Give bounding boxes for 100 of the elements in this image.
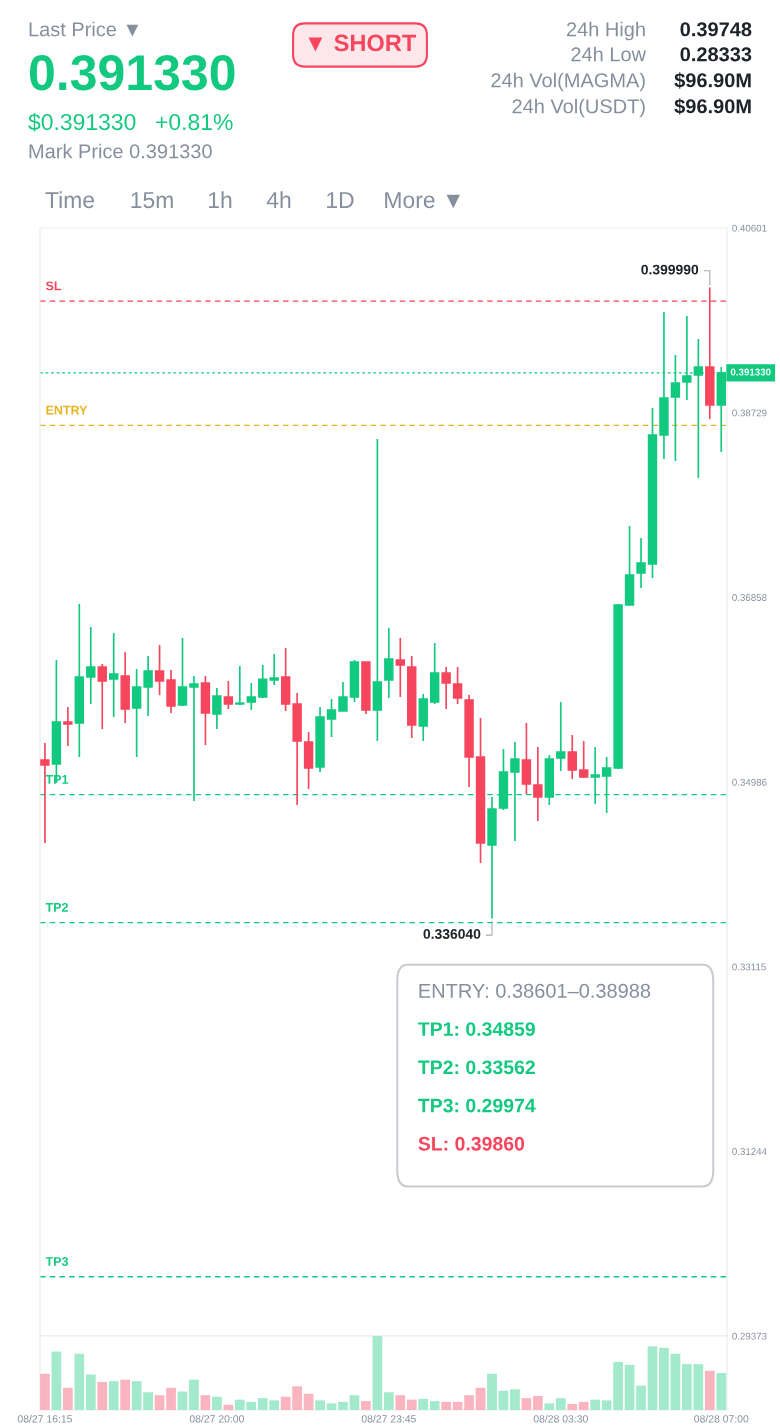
annotation: ENTRY: 0.38601–0.38988 <box>419 983 651 998</box>
bar <box>670 1353 681 1410</box>
bar <box>349 1395 360 1410</box>
text: 24h Vol(MAGMA) <box>491 72 645 92</box>
bar <box>590 1399 601 1410</box>
bar <box>97 1381 108 1410</box>
text: 0.391330 <box>29 55 235 91</box>
bar <box>189 1379 199 1410</box>
text: +0.81% <box>156 113 233 131</box>
bar <box>636 1385 646 1410</box>
annotation: TP1: 0.34859 <box>418 1022 535 1036</box>
ref-line-label: ENTRY <box>46 405 88 415</box>
candlestick <box>223 680 234 710</box>
text: Last Price ▼ <box>29 21 139 37</box>
bar <box>120 1379 131 1410</box>
text: 24h Vol(USDT) <box>512 98 645 118</box>
y-tick-label: 0.33115 <box>732 963 766 971</box>
bar <box>383 1392 394 1410</box>
y-tick-label: 0.38729 <box>732 409 767 417</box>
bar <box>62 1387 73 1410</box>
candlestick <box>533 746 543 822</box>
text: Time <box>45 191 95 209</box>
candlestick <box>636 537 646 589</box>
candlestick <box>556 701 566 772</box>
candlestick <box>338 681 348 712</box>
bar <box>555 1398 566 1410</box>
bar <box>544 1403 555 1410</box>
candlestick <box>235 665 245 706</box>
bar <box>212 1396 222 1410</box>
text: 1D <box>327 192 354 208</box>
candlestick <box>109 632 119 718</box>
bar <box>395 1395 406 1410</box>
bar <box>223 1404 234 1410</box>
text: 24h High <box>566 21 645 41</box>
text: 4h <box>266 191 291 208</box>
candlestick <box>269 653 279 686</box>
bar <box>475 1387 486 1410</box>
text: Mark Price 0.391330 <box>29 143 212 159</box>
text: 15m <box>131 192 173 209</box>
bar <box>154 1395 165 1410</box>
bar <box>487 1373 497 1410</box>
bar <box>567 1404 578 1410</box>
text: 0.28333 <box>680 47 752 62</box>
annotation: TP3: 0.29974 <box>418 1098 536 1113</box>
bar <box>624 1364 635 1410</box>
candlestick <box>131 668 142 758</box>
candlestick <box>63 706 73 747</box>
bar <box>361 1401 371 1410</box>
bar <box>464 1395 474 1410</box>
text: $96.90M <box>674 72 751 89</box>
text: 0.39748 <box>680 22 752 37</box>
bar <box>716 1373 727 1410</box>
y-tick-label: 0.36858 <box>732 594 767 601</box>
bar <box>532 1395 543 1410</box>
y-tick-label: 0.31244 <box>732 1148 767 1155</box>
annotation: 0.336040 <box>423 929 481 939</box>
bar <box>315 1400 325 1410</box>
bar <box>372 1336 383 1410</box>
bar <box>40 1373 50 1410</box>
bar <box>51 1351 62 1410</box>
candlestick <box>372 438 383 742</box>
candlestick <box>143 655 153 717</box>
bar <box>441 1401 452 1410</box>
candlestick <box>441 666 451 710</box>
bar <box>452 1401 463 1410</box>
y-tick-label: 0.40601 <box>732 224 767 232</box>
text: 1h <box>209 191 232 208</box>
candlestick <box>246 682 256 711</box>
text: More ▼ <box>385 192 460 209</box>
bar <box>108 1381 119 1410</box>
candlestick <box>212 687 222 730</box>
y-tick-label: 0.34986 <box>732 778 767 786</box>
candlestick <box>177 637 188 707</box>
x-tick-label: 08/27 16:15 <box>17 1414 73 1423</box>
bar <box>338 1401 348 1410</box>
text: $96.90M <box>674 98 751 115</box>
candlestick <box>521 722 532 795</box>
bar <box>510 1389 520 1410</box>
bar <box>303 1393 314 1410</box>
bar <box>200 1395 211 1410</box>
bar <box>521 1398 532 1410</box>
text: 24h Low <box>571 46 647 62</box>
bar <box>647 1346 658 1410</box>
bar <box>659 1347 669 1410</box>
y-tick-label: 0.29373 <box>732 1332 767 1340</box>
candlestick <box>395 637 406 698</box>
bar <box>498 1390 509 1410</box>
x-tick-label: 08/28 03:30 <box>533 1414 588 1423</box>
bar <box>429 1401 440 1410</box>
bar <box>74 1353 85 1410</box>
ref-line-label: 0.391330 <box>730 368 771 376</box>
candlestick <box>258 664 268 699</box>
bar <box>704 1370 715 1410</box>
candlestick <box>154 644 165 696</box>
candlestick <box>86 626 96 705</box>
x-tick-label: 08/27 20:00 <box>189 1414 244 1423</box>
annotation: SL: 0.39860 <box>418 1136 525 1151</box>
x-tick-label: 08/27 23:45 <box>361 1414 416 1423</box>
bar <box>406 1399 417 1410</box>
bar <box>85 1374 96 1410</box>
